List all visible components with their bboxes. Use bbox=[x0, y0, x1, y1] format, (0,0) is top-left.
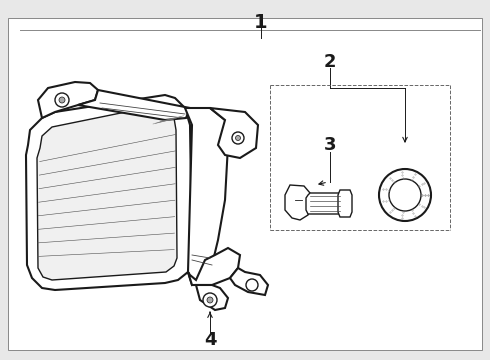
Polygon shape bbox=[37, 105, 177, 280]
Text: 4: 4 bbox=[204, 331, 216, 349]
Polygon shape bbox=[285, 185, 312, 220]
Circle shape bbox=[203, 293, 217, 307]
Text: 2: 2 bbox=[324, 53, 336, 71]
Polygon shape bbox=[210, 108, 258, 158]
Circle shape bbox=[55, 93, 69, 107]
Circle shape bbox=[59, 97, 65, 103]
Polygon shape bbox=[78, 90, 190, 120]
Polygon shape bbox=[26, 95, 192, 290]
Polygon shape bbox=[38, 82, 98, 118]
Text: 1: 1 bbox=[254, 13, 268, 32]
Text: 3: 3 bbox=[324, 136, 336, 154]
Circle shape bbox=[232, 132, 244, 144]
Ellipse shape bbox=[379, 169, 431, 221]
Polygon shape bbox=[230, 268, 268, 295]
Polygon shape bbox=[306, 193, 342, 214]
Polygon shape bbox=[338, 190, 352, 217]
Polygon shape bbox=[188, 248, 240, 285]
Circle shape bbox=[246, 279, 258, 291]
Ellipse shape bbox=[389, 179, 421, 211]
Polygon shape bbox=[185, 108, 228, 285]
Circle shape bbox=[207, 297, 213, 303]
Polygon shape bbox=[196, 285, 228, 310]
Circle shape bbox=[236, 135, 241, 140]
